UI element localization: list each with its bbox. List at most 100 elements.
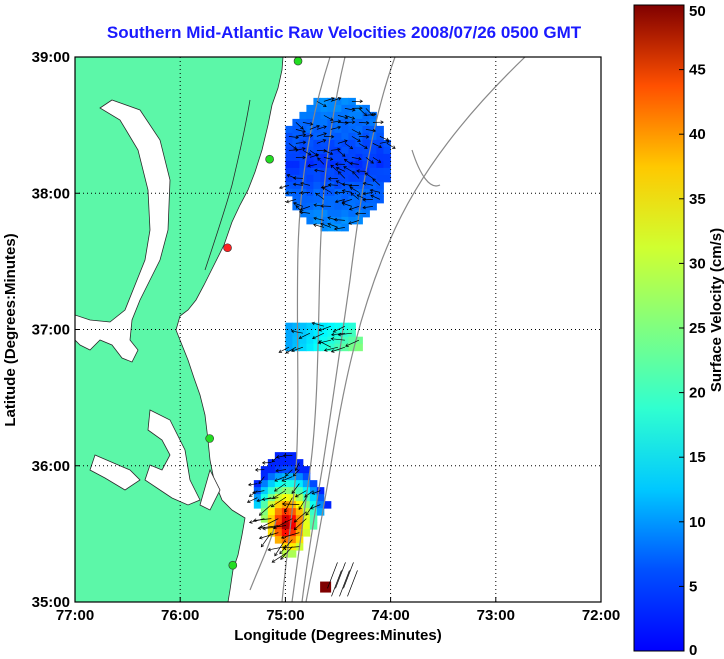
velocity-vector [316, 101, 327, 107]
velocity-vector-head [309, 122, 314, 126]
velocity-cell [292, 188, 300, 197]
velocity-vector [370, 189, 380, 193]
velocity-cell [281, 459, 290, 467]
y-tick-label: 39:00 [32, 49, 70, 66]
velocity-cell [313, 322, 321, 331]
velocity-vector [295, 134, 306, 137]
hf-radar-stations [205, 57, 303, 570]
velocity-vector [372, 178, 381, 186]
velocity-cell [274, 529, 283, 537]
velocity-vector-head [274, 552, 278, 557]
y-axis-ticks: 39:00 38:00 37:00 36:00 35:00 [32, 49, 80, 611]
velocity-vector [338, 332, 352, 336]
velocity-cell [267, 494, 276, 502]
velocity-cell [334, 202, 342, 211]
colorbar-tick-label: 15 [689, 449, 706, 466]
velocity-vector-head [270, 503, 275, 508]
velocity-vector-head [282, 545, 287, 550]
velocity-cell [348, 188, 356, 197]
velocity-vector [337, 115, 348, 119]
velocity-vector [323, 97, 335, 102]
velocity-vector [337, 122, 348, 124]
velocity-vector-head [246, 499, 251, 503]
velocity-cell [299, 322, 307, 331]
velocity-cell [285, 125, 293, 134]
x-tick-label: 75:00 [266, 607, 304, 624]
velocity-vector-head [313, 216, 317, 221]
y-tick-label: 35:00 [32, 594, 70, 611]
velocity-cell [274, 501, 283, 509]
velocity-vector-head [320, 222, 324, 227]
y-tick-label: 38:00 [32, 185, 70, 202]
velocity-vector-head [291, 490, 295, 494]
velocity-cell [313, 160, 321, 169]
velocity-cell [295, 522, 304, 530]
velocity-cell [341, 188, 349, 197]
velocity-vector [334, 219, 345, 221]
velocity-vector-head [322, 139, 327, 143]
velocity-cell [348, 146, 356, 155]
velocity-vector [349, 206, 360, 210]
velocity-vector [337, 150, 346, 157]
velocity-vector [322, 187, 332, 193]
velocity-vector [285, 469, 293, 477]
velocity-vector-head [311, 335, 316, 340]
velocity-vector-head [302, 133, 307, 137]
velocity-cell [327, 181, 335, 190]
velocity-cell [355, 174, 363, 183]
velocity-vector [352, 171, 360, 179]
chart-title: Southern Mid-Atlantic Raw Velocities 200… [107, 23, 582, 42]
velocity-cell [313, 195, 321, 204]
velocity-vector-head [258, 480, 262, 485]
velocity-vector-head [330, 134, 335, 139]
velocity-vector [283, 546, 300, 549]
velocity-vector-head [333, 226, 338, 231]
velocity-vector [280, 546, 293, 560]
velocity-cell [309, 480, 318, 488]
velocity-cell [341, 202, 349, 211]
velocity-cell [334, 181, 342, 190]
velocity-vector-head [327, 216, 331, 220]
velocity-vector-head [341, 182, 346, 187]
velocity-cell [341, 174, 349, 183]
velocity-vector-head [365, 121, 370, 125]
velocity-vector-head [311, 321, 316, 326]
velocity-cell [316, 494, 325, 502]
velocity-cell [383, 160, 391, 169]
velocity-cell [341, 132, 349, 141]
velocity-vector [295, 122, 304, 130]
velocity-cell [348, 329, 356, 338]
velocity-cell [267, 522, 276, 530]
velocity-cell [320, 322, 328, 331]
velocity-vector [304, 490, 314, 498]
velocity-vector-head [292, 201, 297, 206]
velocity-cell [306, 174, 314, 183]
velocity-vector [372, 157, 381, 163]
velocity-cell [285, 336, 293, 345]
velocity-cell [348, 139, 356, 148]
velocity-cell [299, 139, 307, 148]
velocity-vector [320, 223, 332, 228]
velocity-vector-head [305, 512, 309, 516]
velocity-vector [288, 136, 299, 138]
velocity-vector-head [293, 526, 298, 531]
velocity-cell [355, 202, 363, 211]
velocity-cell [327, 216, 335, 225]
velocity-vector-head [292, 176, 297, 180]
velocity-cell [362, 181, 370, 190]
velocity-cell [281, 501, 290, 509]
velocity-vector [313, 224, 324, 228]
velocity-cell [334, 132, 342, 141]
velocity-cell [383, 146, 391, 155]
velocity-cell [369, 188, 377, 197]
velocity-cell [348, 118, 356, 127]
velocity-vector [358, 143, 368, 149]
velocity-cell [288, 550, 297, 558]
velocity-cell [260, 487, 269, 495]
velocity-vector [351, 129, 361, 135]
velocity-cell [306, 104, 314, 113]
velocity-cell [260, 508, 269, 516]
velocity-vector-head [262, 526, 266, 531]
velocity-vector [363, 182, 373, 186]
